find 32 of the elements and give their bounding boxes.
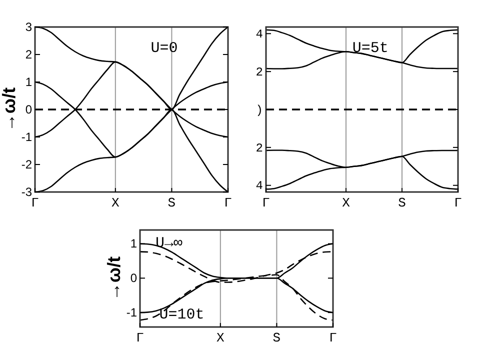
y-tick-label: -2 — [21, 157, 32, 172]
y-tick-label: 3 — [25, 20, 32, 34]
y-tick-label: ) — [256, 103, 263, 118]
y-tick-label: 2 — [256, 141, 263, 156]
y-tick-label: 4 — [256, 27, 263, 42]
annotation: U=10t — [159, 306, 204, 324]
x-tick-label: X — [216, 330, 225, 343]
y-axis-title: →ω/t — [0, 87, 19, 132]
y-tick-label: -3 — [21, 184, 32, 199]
y-tick-label: 2 — [25, 47, 32, 62]
y-tick-label: 0 — [130, 270, 138, 285]
y-axis-title: →ω/t — [104, 256, 124, 301]
x-tick-label: Γ — [224, 196, 232, 211]
x-tick-label: S — [398, 196, 406, 211]
x-tick-label: Γ — [136, 330, 144, 343]
x-tick-label: Γ — [329, 330, 338, 343]
x-tick-label: Γ — [31, 196, 40, 211]
y-tick-label: 2 — [256, 65, 263, 80]
y-tick-label: 1 — [130, 236, 138, 251]
y-tick-label: 0 — [25, 102, 32, 116]
x-tick-label: S — [168, 196, 176, 211]
x-tick-label: X — [112, 196, 120, 211]
x-tick-label: Γ — [262, 196, 270, 211]
y-tick-label: -1 — [21, 130, 32, 144]
x-tick-label: Γ — [454, 196, 462, 211]
annotation: U=0 — [150, 40, 178, 58]
y-tick-label: 1 — [25, 74, 32, 89]
y-tick-label: 4 — [256, 179, 263, 194]
x-tick-label: X — [342, 196, 350, 211]
annotation: U=5t — [352, 40, 388, 58]
x-tick-label: S — [272, 330, 281, 343]
y-tick-label: -1 — [126, 305, 138, 320]
